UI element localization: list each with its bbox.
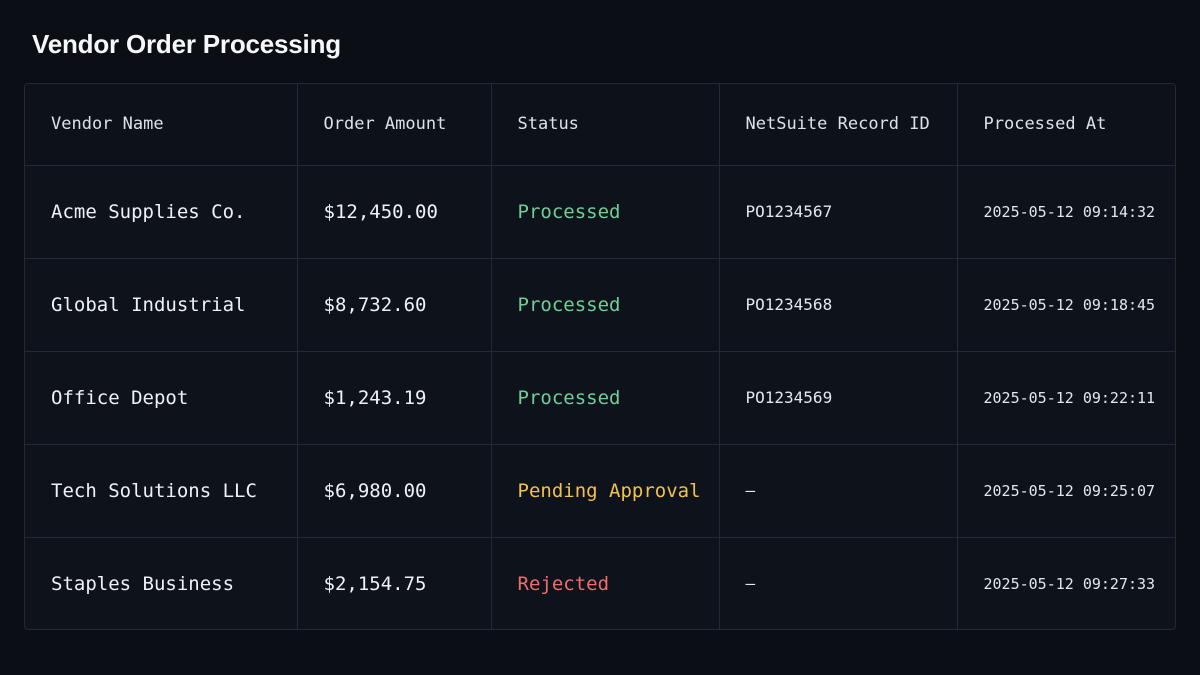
record-id-cell: — — [719, 537, 958, 629]
status-cell: Processed — [491, 351, 720, 445]
table-row: Office Depot $1,243.19 Processed PO12345… — [25, 351, 1175, 445]
processed-at-cell: 2025-05-12 09:22:11 — [957, 351, 1175, 445]
vendor-name-cell: Office Depot — [25, 351, 298, 445]
order-amount-cell: $2,154.75 — [297, 537, 492, 629]
order-amount-cell: $12,450.00 — [297, 165, 492, 259]
vendor-name-cell: Acme Supplies Co. — [25, 165, 298, 259]
processed-at-cell: 2025-05-12 09:25:07 — [957, 444, 1175, 538]
record-id-cell: — — [719, 444, 958, 538]
vendor-name-cell: Tech Solutions LLC — [25, 444, 298, 538]
record-id-cell: PO1234569 — [719, 351, 958, 445]
processed-at-cell: 2025-05-12 09:27:33 — [983, 574, 1156, 593]
table-row: Acme Supplies Co. $12,450.00 Processed P… — [25, 165, 1175, 259]
table-header-row: Vendor Name Order Amount Status NetSuite… — [25, 84, 1175, 166]
table-row: Global Industrial $8,732.60 Processed PO… — [25, 258, 1175, 352]
record-id-cell: PO1234567 — [719, 165, 958, 259]
processed-at-cell: 2025-05-12 09:18:45 — [957, 258, 1175, 352]
column-header-order-amount: Order Amount — [297, 84, 492, 166]
table-row: Staples Business $2,154.75 Rejected — 20… — [25, 537, 1175, 629]
vendor-name-cell: Staples Business — [25, 537, 298, 629]
status-cell: Rejected — [491, 537, 720, 629]
column-header-processed-at: Processed At — [957, 84, 1175, 166]
column-header-status: Status — [491, 84, 720, 166]
vendor-name-cell: Global Industrial — [25, 258, 298, 352]
column-header-vendor-name: Vendor Name — [25, 84, 298, 166]
status-cell: Pending Approval — [491, 444, 720, 538]
order-amount-cell: $1,243.19 — [297, 351, 492, 445]
status-cell: Processed — [491, 165, 720, 259]
order-amount-cell: $8,732.60 — [297, 258, 492, 352]
processed-at-cell: 2025-05-12 09:14:32 — [957, 165, 1175, 259]
order-amount-cell: $6,980.00 — [297, 444, 492, 538]
vendor-orders-table: Vendor Name Order Amount Status NetSuite… — [24, 83, 1176, 630]
table-row: Tech Solutions LLC $6,980.00 Pending App… — [25, 444, 1175, 538]
page-title: Vendor Order Processing — [32, 29, 341, 59]
status-cell: Processed — [491, 258, 720, 352]
record-id-cell: PO1234568 — [719, 258, 958, 352]
column-header-netsuite-record-id: NetSuite Record ID — [719, 84, 958, 166]
